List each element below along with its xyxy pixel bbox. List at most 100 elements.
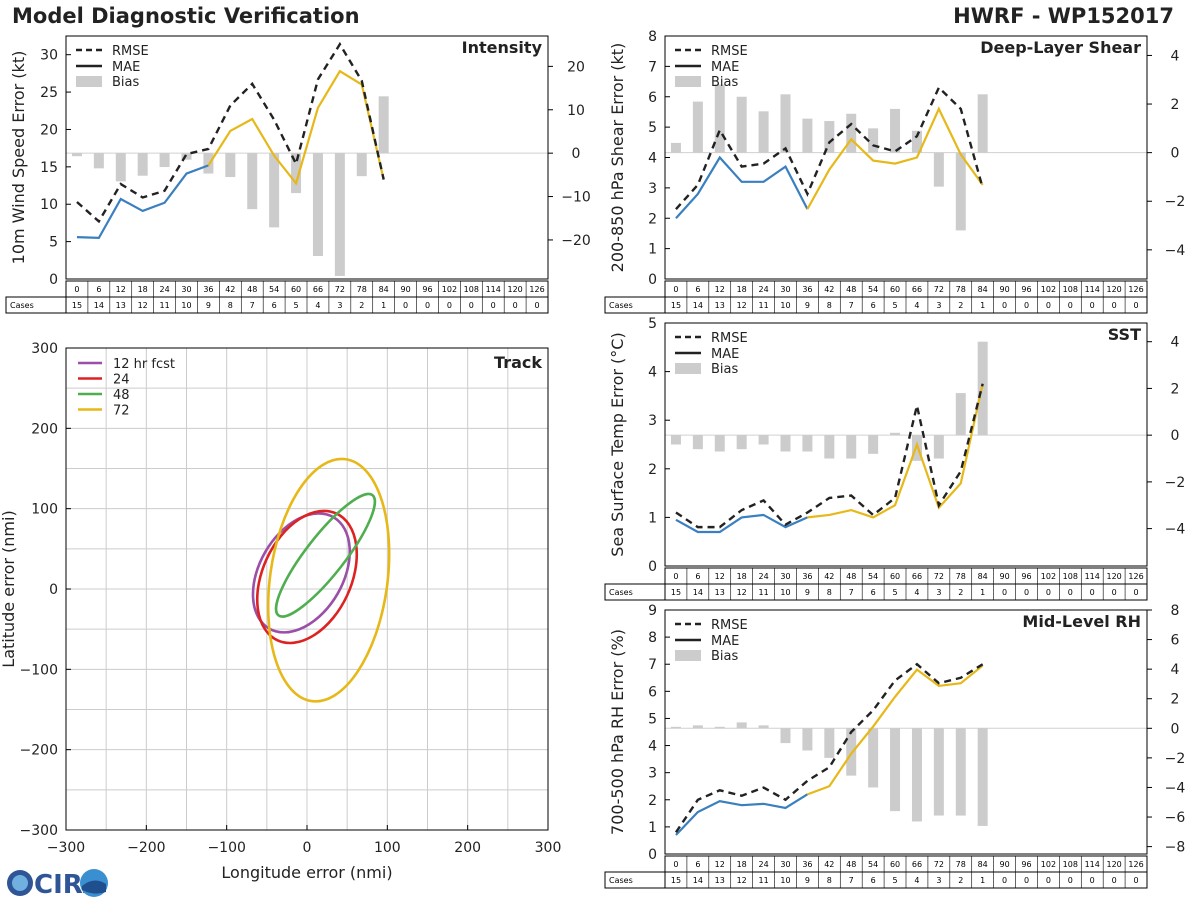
cases-count-label: 10 (780, 588, 790, 597)
cases-count-label: 8 (228, 301, 233, 310)
page-title: Model Diagnostic Verification (12, 4, 360, 28)
shear-ylabel: 200-850 hPa Shear Error (kt) (608, 43, 627, 273)
cases-count-label: 9 (206, 301, 211, 310)
cases-hour-label: 60 (890, 285, 900, 294)
cases-count-label: 0 (1133, 876, 1138, 885)
shear-y2tick-label: 0 (1171, 146, 1180, 162)
rh-y2tick-label: 4 (1171, 662, 1180, 678)
intensity-y2tick-label: 10 (567, 103, 585, 119)
cases-count-label: 1 (980, 876, 985, 885)
shear-legend-mae: MAE (711, 60, 739, 75)
sst-bias-bar (780, 435, 791, 452)
cases-hour-label: 102 (1041, 285, 1056, 294)
track-legend-label-2: 48 (113, 388, 130, 403)
cases-hour-label: 108 (1063, 860, 1078, 869)
shear-bias-bar (868, 128, 879, 153)
cases-hour-label: 114 (1085, 285, 1100, 294)
cases-count-label: 0 (491, 301, 496, 310)
cases-hour-label: 0 (74, 285, 79, 294)
rh-ytick-label: 6 (648, 684, 657, 700)
cases-count-label: 0 (469, 301, 474, 310)
intensity-bias-bar (312, 153, 323, 257)
shear-ytick-label: 2 (648, 211, 657, 227)
cases-hour-label: 42 (824, 860, 834, 869)
track-xtick-label: 0 (303, 840, 312, 856)
shear-bias-bar (824, 121, 835, 153)
cases-hour-label: 78 (956, 860, 966, 869)
cases-count-label: 11 (758, 301, 768, 310)
cases-hour-label: 24 (758, 572, 768, 581)
sst-bias-bar (758, 435, 769, 445)
shear-bias-bar (736, 96, 747, 153)
cases-hour-label: 108 (1063, 285, 1078, 294)
cases-count-label: 9 (805, 301, 810, 310)
cases-count-label: 0 (425, 301, 430, 310)
cases-count-label: 15 (671, 588, 681, 597)
rh-panel-title: Mid-Level RH (1022, 612, 1141, 631)
cases-hour-label: 36 (802, 860, 812, 869)
cases-hour-label: 6 (695, 572, 700, 581)
cases-hour-label: 42 (225, 285, 235, 294)
sst-rmse-line (675, 383, 984, 529)
rh-bias-bar (736, 722, 747, 729)
rh-ytick-label: 4 (648, 739, 657, 755)
cases-hour-label: 66 (313, 285, 323, 294)
cases-count-label: 0 (1024, 876, 1029, 885)
cases-hour-label: 24 (758, 285, 768, 294)
shear-y2tick-label: 4 (1171, 48, 1180, 64)
cases-hour-label: 120 (1106, 860, 1121, 869)
storm-id-title: HWRF - WP152017 (953, 4, 1174, 28)
cases-hour-label: 60 (291, 285, 301, 294)
sst-bias-bar (955, 393, 966, 436)
cases-count-row (604, 296, 1148, 314)
shear-bias-bar (911, 130, 922, 153)
cases-hour-label: 18 (138, 285, 148, 294)
cases-count-label: 6 (272, 301, 277, 310)
cases-count-label: 8 (827, 876, 832, 885)
rh-bias-bar (670, 726, 681, 729)
intensity-ytick-label: 5 (49, 235, 58, 251)
sst-bias-bar (890, 432, 901, 436)
rh-y2tick-label: −6 (1165, 810, 1186, 826)
cases-hour-label: 72 (934, 285, 944, 294)
sst-bias-bar (824, 435, 835, 459)
sst-bias-bar (714, 435, 725, 452)
track-xtick-label: 200 (454, 840, 481, 856)
cases-count-label: 12 (138, 301, 148, 310)
cases-hour-label: 36 (802, 285, 812, 294)
track-xtick-label: −200 (127, 840, 165, 856)
shear-bias-bar (977, 94, 988, 153)
cases-hour-label: 126 (1128, 285, 1143, 294)
cases-hour-label: 42 (824, 285, 834, 294)
intensity-bias-bar (378, 96, 389, 154)
cases-count-label: 10 (780, 876, 790, 885)
cases-count-label: 7 (849, 876, 854, 885)
cases-hour-label: 0 (673, 860, 678, 869)
track-ellipse-2 (274, 492, 377, 618)
sst-y2tick-label: 4 (1171, 335, 1180, 351)
sst-ytick-label: 2 (648, 462, 657, 478)
cases-hour-label: 18 (737, 572, 747, 581)
cases-hour-label: 66 (912, 285, 922, 294)
rh-ytick-label: 0 (648, 847, 657, 863)
cases-count-label: 0 (1002, 301, 1007, 310)
track-ytick-label: 0 (49, 582, 58, 598)
intensity-legend-rmse: RMSE (112, 44, 149, 59)
track-ytick-label: 300 (31, 341, 58, 357)
cases-hour-label: 90 (999, 860, 1009, 869)
cases-hour-label: 84 (978, 285, 988, 294)
rh-bias-bar (692, 725, 703, 729)
cases-hour-label: 84 (379, 285, 389, 294)
intensity-ytick-label: 10 (40, 197, 58, 213)
cases-hour-label: 12 (715, 572, 725, 581)
cases-count-label: 6 (871, 588, 876, 597)
rh-ylabel: 700-500 hPa RH Error (%) (608, 629, 627, 835)
cases-count-label: 7 (250, 301, 255, 310)
cases-hour-label: 30 (181, 285, 191, 294)
cira-globe-inner (12, 875, 28, 891)
shear-mae-line (675, 155, 809, 219)
sst-bias-bar (736, 435, 747, 450)
cases-count-label: 15 (671, 301, 681, 310)
cases-count-label: 0 (1046, 588, 1051, 597)
sst-bias-bar (846, 435, 857, 459)
